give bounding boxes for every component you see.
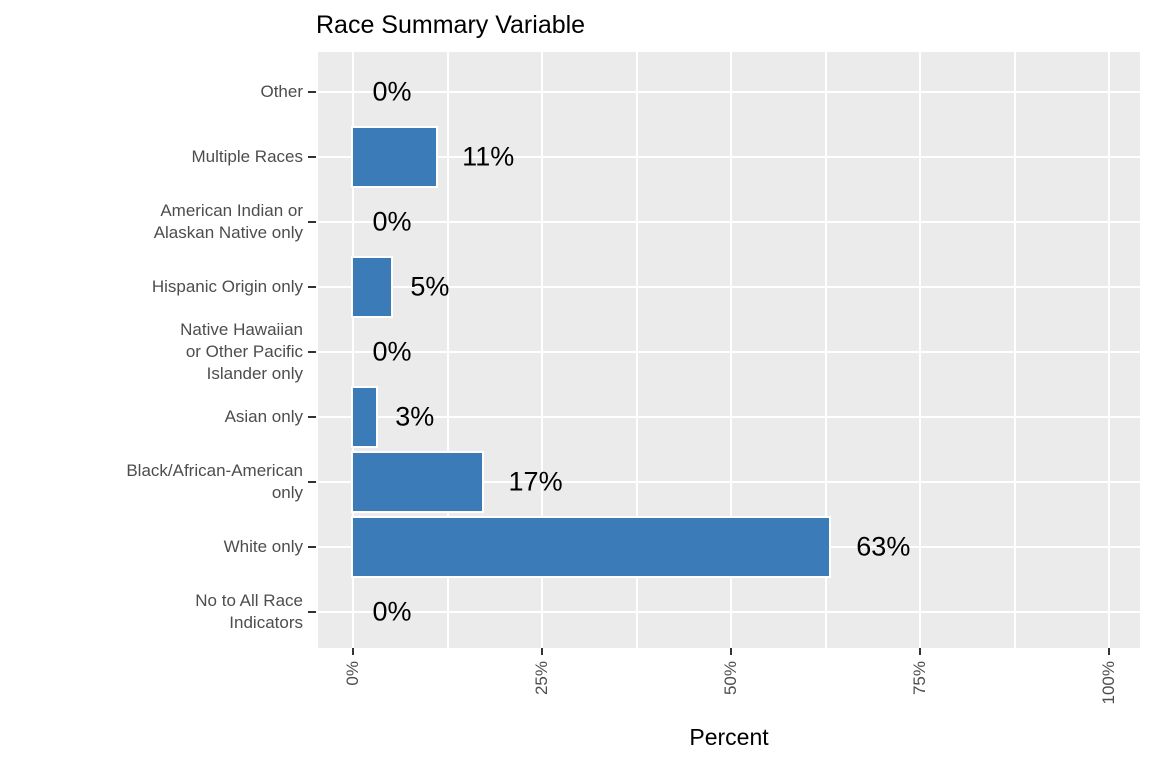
y-axis-category-label: Asian only: [224, 407, 303, 426]
x-axis-tick-label: 0%: [343, 661, 362, 686]
bar-value-label: 63%: [856, 531, 911, 562]
x-axis-tick-label: 50%: [721, 661, 740, 696]
x-major-gridline: [730, 52, 732, 648]
x-minor-gridline: [1013, 52, 1016, 648]
y-axis-category-label: Black/African-American only: [126, 461, 303, 502]
y-axis-category-label: Other: [260, 82, 303, 101]
bar: [351, 256, 393, 318]
y-major-gridline: [318, 351, 1140, 353]
x-minor-gridline: [824, 52, 827, 648]
x-major-gridline: [541, 52, 543, 648]
y-axis-tick-mark: [308, 546, 316, 548]
bar-value-label: 0%: [372, 76, 412, 107]
x-major-gridline: [352, 52, 354, 648]
y-major-gridline: [318, 611, 1140, 613]
x-major-gridline: [1108, 52, 1110, 648]
y-major-gridline: [318, 221, 1140, 223]
bar-value-label: 0%: [372, 206, 412, 237]
bar-value-label: 11%: [462, 141, 515, 172]
y-major-gridline: [318, 156, 1140, 158]
bar-value-label: 5%: [410, 271, 450, 302]
y-axis-category-label: White only: [223, 537, 303, 556]
y-axis-category-label: Native Hawaiian or Other Pacific Islande…: [180, 320, 303, 383]
x-axis-tick-label: 100%: [1099, 661, 1118, 705]
y-axis-category-label: Multiple Races: [191, 147, 304, 166]
bar-value-label: 17%: [508, 466, 563, 497]
y-axis-tick-mark: [308, 91, 316, 93]
y-axis-category-label: No to All Race Indicators: [195, 591, 303, 632]
x-major-gridline: [919, 52, 921, 648]
chart-title: Race Summary Variable: [316, 11, 586, 39]
y-major-gridline: [318, 91, 1140, 93]
y-major-gridline: [318, 416, 1140, 418]
y-axis-tick-mark: [308, 351, 316, 353]
x-minor-gridline: [446, 52, 449, 648]
x-axis-tick-mark: [730, 648, 732, 655]
bar: [351, 386, 378, 448]
y-axis-tick-mark: [308, 221, 316, 223]
bar-value-label: 0%: [372, 336, 412, 367]
x-axis-title: Percent: [689, 724, 769, 750]
bar: [351, 126, 438, 188]
bar: [351, 516, 831, 578]
x-axis-tick-mark: [1108, 648, 1110, 655]
x-minor-gridline: [635, 52, 638, 648]
y-axis-category-label: Hispanic Origin only: [151, 277, 303, 296]
bar-value-label: 0%: [372, 596, 412, 627]
y-axis-tick-mark: [308, 286, 316, 288]
y-axis-tick-mark: [308, 611, 316, 613]
x-axis-tick-mark: [541, 648, 543, 655]
y-major-gridline: [318, 481, 1140, 483]
y-axis-tick-mark: [308, 156, 316, 158]
x-axis-tick-label: 75%: [910, 661, 929, 696]
x-axis-tick-mark: [919, 648, 921, 655]
x-axis-tick-label: 25%: [532, 661, 551, 696]
y-axis-tick-mark: [308, 481, 316, 483]
bar: [351, 451, 484, 513]
x-axis-tick-mark: [352, 648, 354, 655]
bar-value-label: 3%: [395, 401, 435, 432]
y-axis-tick-mark: [308, 416, 316, 418]
y-axis-category-label: American Indian or Alaskan Native only: [153, 201, 303, 242]
y-major-gridline: [318, 286, 1140, 288]
